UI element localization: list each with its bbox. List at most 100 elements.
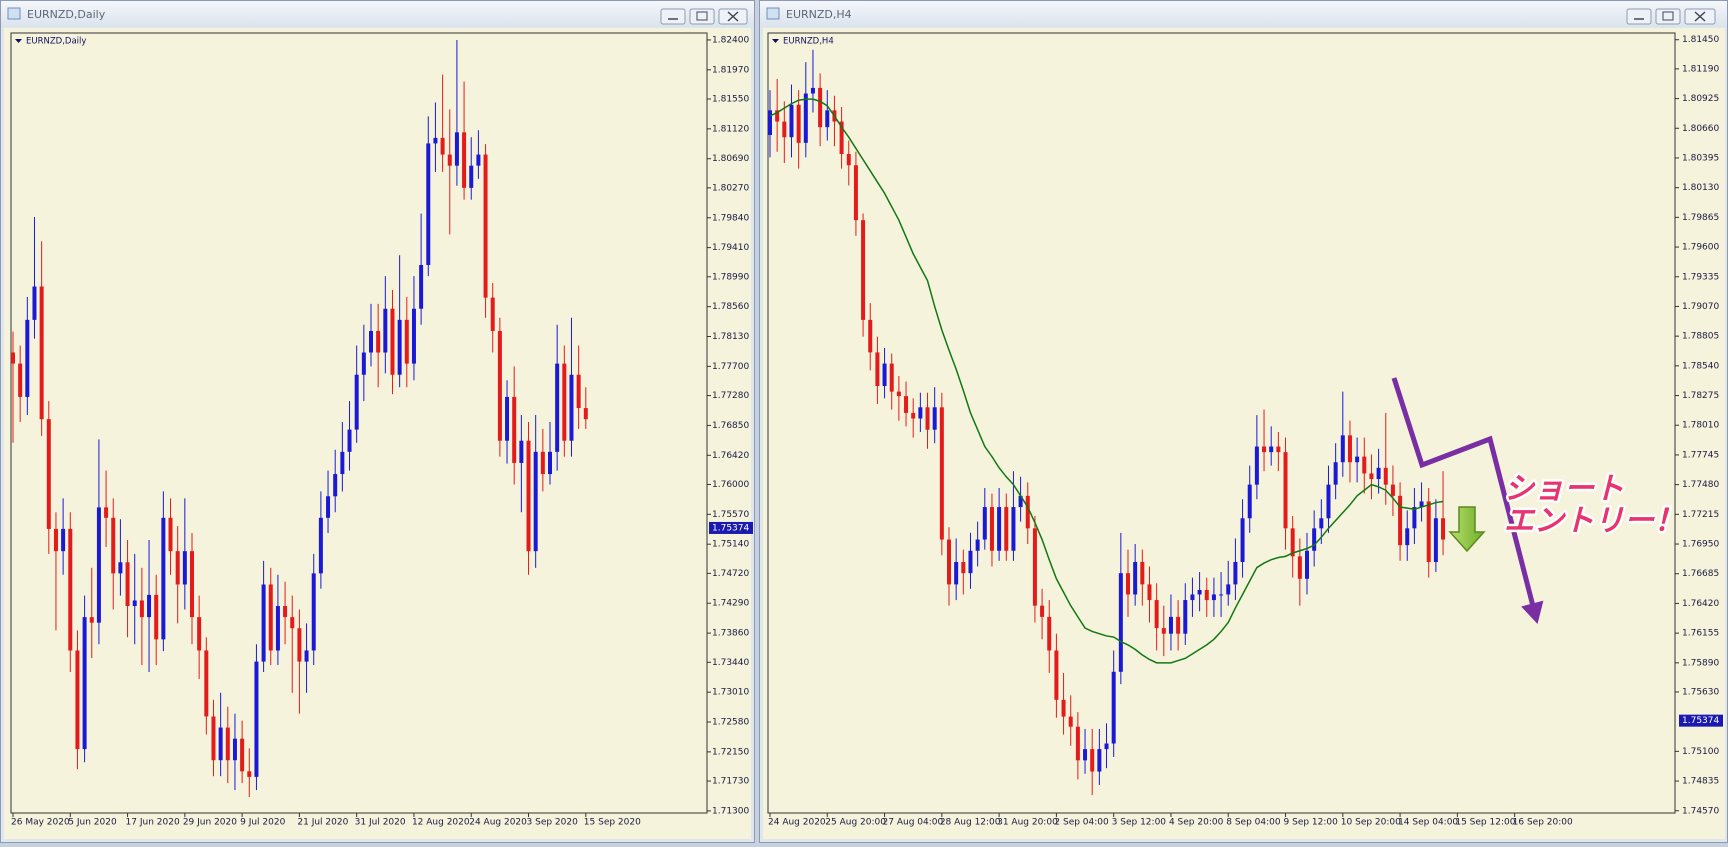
y-tick-label: 1.76155 — [1682, 629, 1719, 639]
candle-body — [1247, 484, 1252, 519]
candle-body — [1376, 467, 1381, 480]
candle-body — [1326, 484, 1331, 519]
y-tick-label: 1.76420 — [712, 451, 749, 461]
x-tick-label: 29 Jun 2020 — [183, 818, 237, 828]
candle-body — [875, 352, 880, 387]
chart-menu-icon[interactable] — [15, 39, 22, 43]
plot-border — [767, 32, 1676, 814]
candle-body — [1040, 605, 1045, 617]
candle-body — [1211, 594, 1216, 601]
candle-body — [555, 363, 560, 452]
x-tick-label: 17 Jun 2020 — [126, 818, 180, 828]
candle-body — [569, 374, 574, 441]
candle-body — [1419, 501, 1424, 508]
y-tick-label: 1.80270 — [712, 183, 749, 193]
candle-body — [982, 507, 987, 540]
candle-body — [61, 528, 66, 552]
y-tick-label: 1.75570 — [712, 510, 749, 520]
candle-body — [11, 352, 15, 364]
candle-body — [1290, 528, 1295, 557]
x-tick-label: 31 Jul 2020 — [355, 818, 406, 828]
candle-body — [18, 363, 23, 397]
minimize-button[interactable] — [660, 8, 686, 25]
candle-body — [896, 391, 901, 397]
candle-body — [1369, 473, 1374, 480]
candle-body — [111, 517, 116, 574]
title-bar — [760, 1, 1727, 27]
candle-body — [1054, 650, 1059, 700]
y-tick-label: 1.73010 — [712, 688, 749, 698]
y-tick-label: 1.73860 — [712, 629, 749, 639]
candle-body — [53, 528, 58, 552]
candle-body — [1083, 749, 1088, 761]
candle-body — [225, 727, 230, 761]
y-tick-label: 1.77745 — [1682, 450, 1719, 460]
candle-body — [426, 143, 431, 265]
minimize-button[interactable] — [1626, 8, 1652, 25]
candle-body — [132, 600, 137, 607]
candle-body — [1061, 699, 1066, 717]
candle-body — [168, 517, 173, 552]
y-tick-label: 1.81970 — [712, 65, 749, 75]
restore-button[interactable] — [689, 8, 715, 25]
candle-body — [411, 308, 416, 364]
annotation-text: エントリー！ — [1504, 504, 1684, 539]
candle-body — [1004, 507, 1009, 551]
y-tick-label: 1.76000 — [712, 480, 749, 490]
candle-body — [853, 165, 858, 221]
candle-body — [290, 617, 295, 629]
candle-body — [1347, 435, 1352, 463]
restore-button[interactable] — [1655, 8, 1681, 25]
x-tick-label: 31 Aug 20:00 — [997, 818, 1058, 828]
y-tick-label: 1.75890 — [1682, 658, 1719, 668]
x-tick-label: 3 Sep 12:00 — [1112, 818, 1167, 828]
y-tick-label: 1.82400 — [712, 35, 749, 45]
candle-body — [383, 308, 388, 353]
candle-body — [1068, 716, 1073, 727]
close-icon — [727, 11, 739, 22]
window-icon — [7, 7, 21, 20]
candle-body — [211, 716, 216, 761]
candle-body — [889, 363, 894, 392]
candle-body — [354, 374, 359, 430]
candle-body — [1240, 518, 1245, 562]
candle-body — [1011, 507, 1016, 551]
y-tick-label: 1.79410 — [712, 243, 749, 253]
moving-average-line — [769, 98, 1444, 664]
x-tick-label: 2 Sep 04:00 — [1054, 818, 1109, 828]
y-tick-label: 1.77215 — [1682, 510, 1719, 520]
x-tick-label: 12 Aug 2020 — [412, 818, 470, 828]
candle-body — [218, 727, 223, 761]
candle-body — [1297, 556, 1302, 579]
candle-body — [918, 407, 923, 419]
candle-body — [369, 330, 373, 353]
y-tick-label: 1.77280 — [712, 391, 749, 401]
y-tick-label: 1.71730 — [712, 777, 749, 787]
candle-body — [39, 286, 44, 420]
x-tick-label: 15 Sep 12:00 — [1455, 818, 1515, 828]
candle-body — [1197, 589, 1202, 595]
candle-body — [147, 594, 152, 618]
candle-body — [775, 110, 780, 122]
candle-body — [911, 412, 916, 419]
x-tick-label: 14 Sep 04:00 — [1398, 818, 1458, 828]
restore-icon — [696, 11, 708, 21]
chart-background — [763, 28, 1725, 839]
y-tick-label: 1.77700 — [712, 362, 749, 372]
candle-body — [46, 419, 51, 529]
y-tick-label: 1.75140 — [712, 540, 749, 550]
candle-body — [954, 561, 959, 585]
x-tick-label: 8 Sep 04:00 — [1226, 818, 1281, 828]
candle-body — [1305, 550, 1309, 579]
candle-body — [1190, 594, 1195, 601]
candle-body — [197, 617, 202, 651]
chart-menu-icon[interactable] — [772, 39, 779, 43]
y-tick-label: 1.78805 — [1682, 332, 1719, 342]
current-price-label: 1.75374 — [712, 523, 749, 533]
x-tick-label: 21 Jul 2020 — [297, 818, 348, 828]
candle-body — [1025, 495, 1030, 529]
x-tick-label: 24 Aug 2020 — [768, 818, 826, 828]
candle-body — [1147, 584, 1152, 601]
candle-body — [1090, 749, 1095, 772]
